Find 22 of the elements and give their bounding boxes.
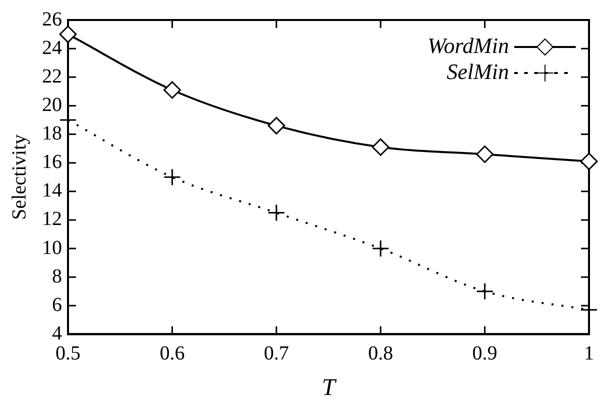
- y-axis-title: Selectivity: [8, 134, 30, 220]
- y-tick-label: 6: [52, 294, 62, 316]
- y-tick-label: 24: [42, 36, 62, 59]
- y-tick-label: 14: [42, 180, 62, 202]
- x-tick-label: 0.5: [56, 342, 80, 364]
- y-tick-label: 10: [42, 236, 62, 259]
- x-tick-label: 1: [584, 342, 594, 364]
- x-tick-label: 0.8: [368, 342, 394, 364]
- y-tick-label: 16: [42, 151, 62, 174]
- y-tick-label: 8: [52, 265, 62, 288]
- y-tick-label: 18: [42, 122, 62, 145]
- y-tick-label: 22: [42, 65, 62, 88]
- y-tick-label: 12: [42, 208, 62, 230]
- x-axis-title: T: [322, 374, 337, 401]
- x-tick-label: 0.7: [264, 342, 289, 364]
- x-tick-label: 0.6: [160, 342, 185, 364]
- legend-label: SelMin: [446, 58, 509, 84]
- y-tick-label: 20: [42, 94, 62, 116]
- y-tick-label: 26: [42, 8, 62, 30]
- y-tick-label: 4: [52, 322, 62, 344]
- legend-label: WordMin: [428, 32, 509, 58]
- x-tick-label: 0.9: [472, 342, 498, 364]
